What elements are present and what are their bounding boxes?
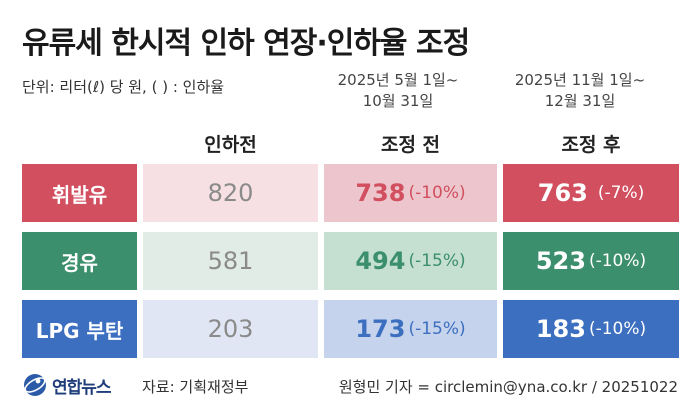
- period-after-line1: 2025년 11월 1일~: [514, 71, 646, 89]
- yonhap-globe-icon: [24, 374, 46, 396]
- after-cell: 523 (-10%): [503, 232, 679, 290]
- unit-note: 단위: 리터(ℓ) 당 원, ( ) : 인하율: [22, 78, 225, 96]
- after-value: 183: [535, 315, 586, 343]
- mid-rate: (-15%): [408, 251, 466, 271]
- fuel-label: LPG 부탄: [22, 300, 137, 358]
- fuel-label: 휘발유: [22, 164, 137, 222]
- before-cell: 203: [143, 300, 318, 358]
- before-cell: 581: [143, 232, 318, 290]
- before-cell: 820: [143, 164, 318, 222]
- mid-value: 173: [355, 315, 406, 343]
- period-mid-line2: 10월 31일: [362, 92, 434, 110]
- mid-cell: 738 (-10%): [324, 164, 497, 222]
- before-value: 203: [207, 315, 254, 343]
- page-title: 유류세 한시적 인하 연장·인하율 조정: [22, 26, 470, 61]
- period-mid-line1: 2025년 5월 1일~: [337, 71, 459, 89]
- period-after-line2: 12월 31일: [544, 92, 616, 110]
- mid-rate: (-15%): [408, 319, 466, 339]
- mid-value: 738: [355, 179, 406, 207]
- mid-cell: 173 (-15%): [324, 300, 497, 358]
- logo-text: 연합뉴스: [52, 377, 112, 398]
- mid-rate: (-10%): [408, 183, 466, 203]
- column-header-before: 인하전: [204, 134, 257, 156]
- mid-value: 494: [355, 247, 406, 275]
- period-mid: 2025년 5월 1일~ 10월 31일: [318, 70, 478, 112]
- mid-cell: 494 (-15%): [324, 232, 497, 290]
- source-note: 자료: 기획재정부: [142, 378, 249, 396]
- period-after: 2025년 11월 1일~ 12월 31일: [500, 70, 660, 112]
- after-rate: (-10%): [588, 251, 647, 271]
- after-value: 763: [537, 179, 588, 207]
- column-header-mid: 조정 전: [380, 134, 441, 156]
- after-rate: (-10%): [588, 319, 647, 339]
- after-rate: (-7%): [597, 183, 645, 203]
- after-cell: 183 (-10%): [503, 300, 679, 358]
- table-row-gasoline: 휘발유 820 738 (-10%) 763 (-7%): [22, 164, 679, 222]
- after-cell: 763 (-7%): [503, 164, 679, 222]
- fuel-label: 경유: [22, 232, 137, 290]
- table-row-diesel: 경유 581 494 (-15%) 523 (-10%): [22, 232, 679, 290]
- column-header-after: 조정 후: [561, 134, 621, 156]
- before-value: 581: [207, 247, 254, 275]
- after-value: 523: [535, 247, 586, 275]
- before-value: 820: [207, 179, 254, 207]
- table-row-lpg-butane: LPG 부탄 203 173 (-15%) 183 (-10%): [22, 300, 679, 358]
- credit-note: 원형민 기자 = circlemin@yna.co.kr / 20251022: [338, 378, 678, 396]
- yonhap-logo: 연합뉴스: [22, 372, 112, 398]
